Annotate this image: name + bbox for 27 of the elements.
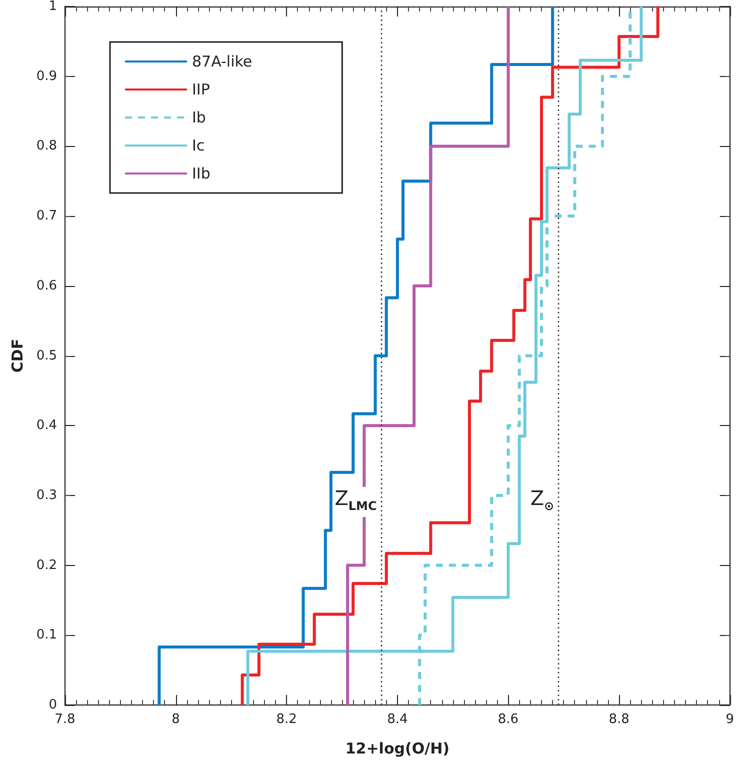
y-tick-label: 0 <box>48 698 57 712</box>
legend-label: IIP <box>192 80 210 98</box>
x-tick-label: 8.6 <box>498 712 519 727</box>
y-tick-label: 0.5 <box>36 348 57 364</box>
y-tick-label: 0.8 <box>36 138 57 154</box>
x-tick-label: 8.4 <box>387 712 408 727</box>
x-axis-title: 12+log(O/H) <box>345 740 450 758</box>
y-tick-label: 0.9 <box>36 68 57 84</box>
legend-label: Ic <box>192 136 205 154</box>
x-tick-label: 7.8 <box>54 712 76 727</box>
y-tick-label: 0.1 <box>36 628 57 643</box>
x-tick-label: 8.2 <box>276 712 297 727</box>
y-axis-title: CDF <box>8 338 26 373</box>
legend-label: IIb <box>192 164 210 182</box>
y-tick-label: 0.7 <box>36 208 57 224</box>
ref-line-label: Z$_{⊙}$ <box>530 486 554 518</box>
y-tick-label: 0.2 <box>36 558 57 573</box>
y-tick-label: 0.6 <box>36 278 57 294</box>
x-tick-label: 8 <box>172 712 180 727</box>
y-tick-label: 1 <box>48 0 57 14</box>
y-tick-label: 0.4 <box>36 418 57 434</box>
y-tick-label: 0.3 <box>36 488 57 503</box>
ref-line-label: Z$_{LMC}$ <box>334 486 377 518</box>
legend-label: 87A-like <box>192 52 252 70</box>
x-tick-label: 8.8 <box>608 712 630 727</box>
x-tick-label: 9 <box>726 712 734 727</box>
legend-label: Ib <box>192 108 206 126</box>
